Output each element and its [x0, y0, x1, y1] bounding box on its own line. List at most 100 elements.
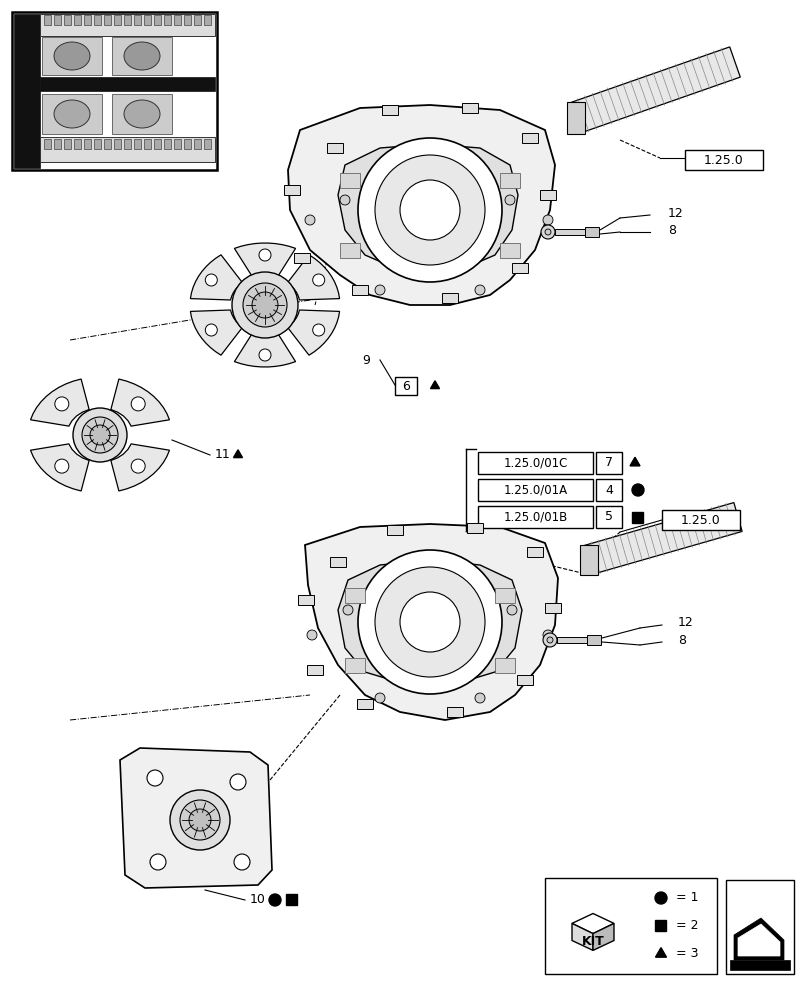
Circle shape: [631, 484, 643, 496]
Text: 1.25.0/01A: 1.25.0/01A: [503, 484, 567, 496]
Circle shape: [251, 292, 277, 318]
Polygon shape: [592, 923, 613, 950]
Text: 7: 7: [604, 456, 612, 470]
Circle shape: [150, 854, 165, 870]
Circle shape: [543, 215, 552, 225]
Circle shape: [55, 459, 69, 473]
Circle shape: [340, 195, 350, 205]
Bar: [134, 139, 141, 149]
Circle shape: [259, 249, 271, 261]
Polygon shape: [190, 310, 242, 355]
Bar: [394, 377, 417, 395]
Text: 8: 8: [677, 634, 685, 646]
Bar: [54, 15, 61, 25]
Polygon shape: [31, 444, 89, 491]
Circle shape: [147, 770, 163, 786]
Bar: [194, 139, 201, 149]
Bar: [194, 15, 201, 25]
Circle shape: [230, 774, 246, 790]
Bar: [40, 137, 215, 162]
Circle shape: [90, 425, 109, 445]
Polygon shape: [111, 444, 169, 491]
Bar: [345, 587, 365, 602]
Bar: [94, 139, 101, 149]
Bar: [104, 139, 111, 149]
Text: = 1: = 1: [676, 892, 697, 904]
Ellipse shape: [400, 592, 460, 652]
Text: 6: 6: [401, 379, 410, 392]
Polygon shape: [284, 185, 299, 195]
Bar: [729, 960, 789, 970]
Bar: [44, 139, 51, 149]
Bar: [566, 102, 584, 134]
Bar: [579, 545, 597, 575]
Bar: [500, 242, 519, 257]
Text: 5: 5: [604, 510, 612, 524]
Circle shape: [544, 229, 551, 235]
Polygon shape: [654, 948, 666, 957]
Bar: [174, 139, 181, 149]
Bar: [12, 12, 217, 170]
Polygon shape: [544, 603, 560, 613]
Bar: [340, 242, 359, 257]
Polygon shape: [539, 190, 556, 200]
Polygon shape: [461, 103, 478, 113]
Bar: [632, 512, 642, 522]
Circle shape: [307, 630, 316, 640]
Bar: [174, 15, 181, 25]
Bar: [42, 94, 102, 134]
Bar: [586, 635, 600, 645]
Circle shape: [189, 809, 211, 831]
Bar: [114, 139, 121, 149]
Polygon shape: [294, 253, 310, 263]
Polygon shape: [190, 255, 242, 300]
Polygon shape: [521, 133, 538, 143]
Circle shape: [547, 637, 552, 643]
Text: 1.25.0/01B: 1.25.0/01B: [503, 510, 567, 524]
Bar: [40, 14, 215, 36]
Bar: [74, 15, 81, 25]
Bar: [684, 150, 762, 170]
Text: = 3: = 3: [676, 947, 697, 960]
Polygon shape: [430, 381, 439, 389]
Bar: [104, 15, 111, 25]
Bar: [544, 878, 716, 974]
Ellipse shape: [358, 550, 501, 694]
Ellipse shape: [358, 138, 501, 282]
Polygon shape: [287, 255, 339, 300]
Bar: [584, 227, 599, 237]
Polygon shape: [517, 675, 532, 685]
Polygon shape: [737, 924, 779, 956]
Polygon shape: [571, 923, 592, 950]
Polygon shape: [512, 263, 527, 273]
Bar: [495, 587, 514, 602]
Polygon shape: [307, 665, 323, 675]
Circle shape: [268, 894, 281, 906]
Bar: [495, 658, 514, 672]
Ellipse shape: [124, 100, 160, 128]
Bar: [84, 139, 91, 149]
Bar: [124, 15, 131, 25]
Bar: [661, 510, 739, 530]
Ellipse shape: [375, 155, 484, 265]
Polygon shape: [526, 547, 543, 557]
Polygon shape: [351, 285, 367, 295]
Bar: [654, 920, 666, 931]
Bar: [554, 229, 584, 235]
Circle shape: [474, 693, 484, 703]
Text: 1.25.0/01C: 1.25.0/01C: [503, 456, 567, 470]
Circle shape: [375, 693, 384, 703]
Bar: [84, 15, 91, 25]
Circle shape: [242, 283, 286, 327]
Bar: [595, 506, 621, 528]
Circle shape: [169, 790, 230, 850]
Polygon shape: [287, 310, 339, 355]
Ellipse shape: [400, 180, 460, 240]
Circle shape: [180, 800, 220, 840]
Circle shape: [232, 272, 298, 338]
Circle shape: [205, 324, 217, 336]
Bar: [164, 139, 171, 149]
Polygon shape: [327, 143, 342, 153]
Polygon shape: [234, 450, 242, 458]
Circle shape: [540, 225, 554, 239]
